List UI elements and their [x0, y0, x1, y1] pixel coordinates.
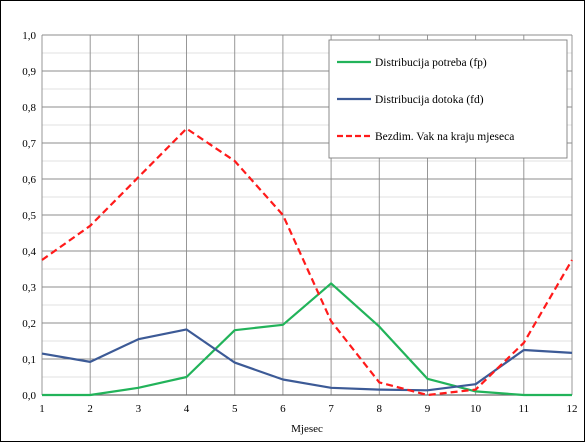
y-tick-label: 0,1 [22, 354, 36, 366]
grid [41, 34, 573, 396]
legend-label-3: Bezdim. Vak na kraju mjeseca [375, 131, 514, 143]
series-lines [41, 127, 573, 397]
y-tick-label: 0,2 [22, 318, 36, 330]
legend: Distribucija potreba (fp) Distribucija do… [328, 39, 568, 159]
x-tick-label: 3 [136, 403, 142, 415]
x-tick-label: 12 [567, 403, 578, 415]
y-tick-label: 0,3 [22, 282, 36, 294]
x-tick-label: 2 [87, 403, 93, 415]
legend-label-2: Distribucija dotoka (fd) [375, 94, 484, 106]
x-axis-tick-labels: 1 2 3 4 5 6 7 8 9 10 11 12 [39, 403, 577, 415]
x-tick-label: 4 [184, 403, 190, 415]
y-tick-label: 0,6 [22, 174, 36, 186]
y-tick-label: 0,0 [22, 390, 36, 402]
legend-label-1: Distribucija potreba (fp) [375, 57, 487, 69]
y-tick-label: 0,8 [22, 102, 36, 114]
series-line-1 [42, 282, 572, 397]
x-tick-label: 11 [519, 403, 530, 415]
y-tick-label: 0,5 [22, 210, 36, 222]
x-tick-label: 1 [39, 403, 45, 415]
y-axis-tick-labels: 0,0 0,1 0,2 0,3 0,4 0,5 0,6 0,7 0,8 0,9 1,0 [22, 30, 36, 402]
x-tick-label: 8 [377, 403, 383, 415]
series-line-3 [41, 127, 573, 397]
y-tick-label: 0,7 [22, 138, 36, 150]
x-tick-label: 5 [232, 403, 238, 415]
x-axis-title: Mjesec [291, 423, 323, 435]
x-tick-label: 7 [328, 403, 334, 415]
x-tick-label: 6 [280, 403, 286, 415]
y-tick-label: 0,9 [22, 66, 36, 78]
x-tick-label: 9 [425, 403, 431, 415]
y-tick-label: 1,0 [22, 30, 36, 42]
series-line-2 [41, 328, 573, 392]
x-tick-label: 10 [470, 403, 482, 415]
y-tick-label: 0,4 [22, 246, 36, 258]
